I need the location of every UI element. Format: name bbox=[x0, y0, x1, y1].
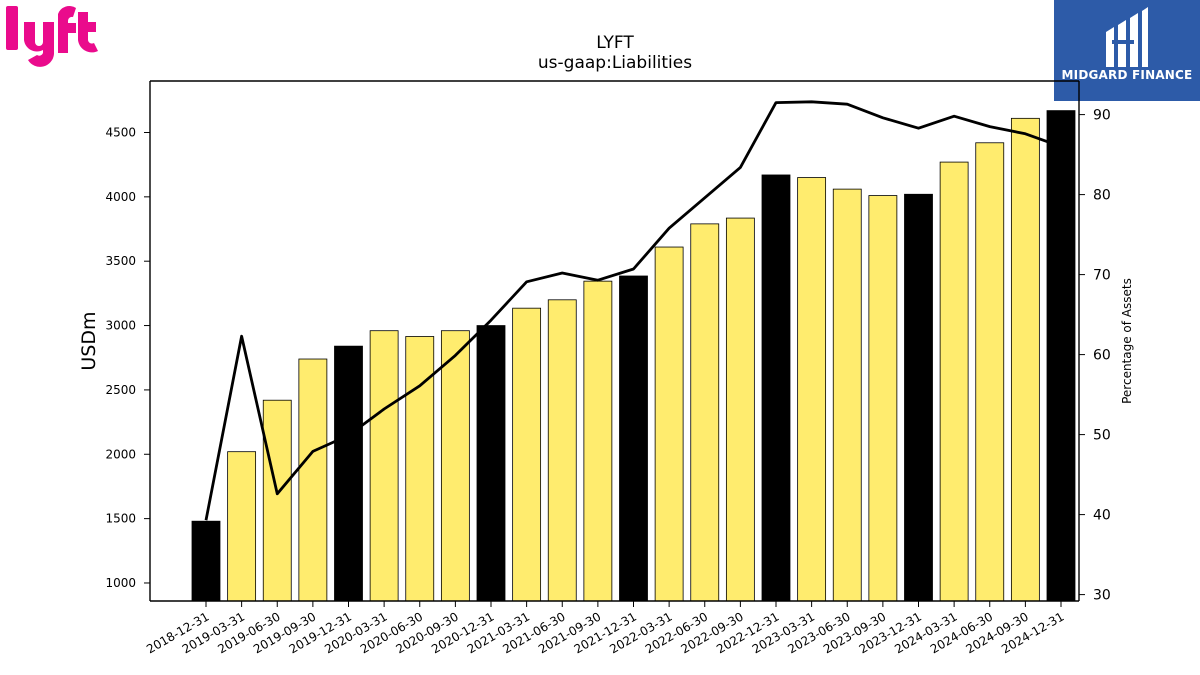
y2-axis-label: Percentage of Assets bbox=[1120, 278, 1134, 404]
bar-2021-03-31 bbox=[512, 307, 542, 602]
x-tick-label: 2020-06-30 bbox=[358, 609, 425, 656]
x-tick-label: 2019-12-31 bbox=[287, 609, 354, 656]
bar-2024-03-31 bbox=[939, 161, 969, 602]
x-tick-label: 2018-12-31 bbox=[144, 609, 211, 656]
x-tick-label: 2024-03-31 bbox=[892, 609, 959, 656]
bar-2020-06-30 bbox=[405, 336, 435, 602]
bar-2020-12-31 bbox=[476, 325, 506, 602]
y2-tick-label: 90 bbox=[1093, 108, 1111, 124]
bar-2019-06-30 bbox=[262, 399, 292, 602]
bar-2024-12-31 bbox=[1046, 110, 1076, 602]
x-tick-label: 2019-09-30 bbox=[251, 609, 318, 656]
y-tick-label: 2000 bbox=[105, 447, 136, 461]
x-tick-label: 2020-09-30 bbox=[393, 609, 460, 656]
y2-tick-label: 40 bbox=[1093, 508, 1111, 524]
bar-2022-03-31 bbox=[654, 246, 684, 602]
x-tick-label: 2022-12-31 bbox=[714, 609, 781, 656]
y-tick-label: 4000 bbox=[105, 190, 136, 204]
bar-2021-09-30 bbox=[583, 280, 613, 602]
y2-tick-label: 60 bbox=[1093, 348, 1111, 364]
y-tick-label: 1500 bbox=[105, 512, 136, 526]
bar-2024-06-30 bbox=[975, 142, 1005, 602]
x-tick-label: 2023-06-30 bbox=[785, 609, 852, 656]
bar-2019-12-31 bbox=[334, 345, 363, 602]
chart-title: LYFT bbox=[596, 33, 634, 53]
bar-2023-12-31 bbox=[904, 193, 933, 602]
midgard-finance-logo-text: MIDGARD FINANCE bbox=[1061, 68, 1193, 82]
bar-2019-03-31 bbox=[227, 451, 257, 602]
y-axis-label: USDm bbox=[78, 311, 100, 370]
bar-2022-09-30 bbox=[725, 217, 755, 602]
midgard-finance-logo: MIDGARD FINANCE bbox=[1054, 0, 1200, 101]
y-tick-label: 2500 bbox=[105, 383, 136, 397]
chart-subtitle: us-gaap:Liabilities bbox=[537, 53, 693, 73]
x-tick-label: 2022-09-30 bbox=[678, 609, 745, 656]
x-tick-label: 2023-09-30 bbox=[821, 609, 888, 656]
bar-2023-06-30 bbox=[832, 188, 862, 602]
bar-2022-12-31 bbox=[761, 174, 791, 602]
y2-tick-label: 70 bbox=[1093, 268, 1111, 284]
y2-tick-label: 80 bbox=[1093, 188, 1111, 204]
x-tick-label: 2023-03-31 bbox=[750, 609, 817, 656]
y2-tick-label: 50 bbox=[1093, 428, 1111, 444]
x-tick-label: 2021-12-31 bbox=[572, 609, 639, 656]
lyft-logo-icon bbox=[6, 5, 98, 67]
x-tick-label: 2020-03-31 bbox=[322, 609, 389, 656]
x-tick-label: 2024-06-30 bbox=[928, 609, 995, 656]
midgard-finance-logo-icon bbox=[1106, 7, 1148, 67]
bar-2023-09-30 bbox=[868, 195, 898, 602]
bar-2024-09-30 bbox=[1010, 117, 1040, 602]
x-tick-label: 2021-09-30 bbox=[536, 609, 603, 656]
y-tick-label: 1000 bbox=[105, 576, 136, 590]
bar-2022-06-30 bbox=[690, 223, 720, 602]
x-tick-label: 2024-09-30 bbox=[963, 609, 1030, 656]
x-tick-label: 2019-03-31 bbox=[180, 609, 247, 656]
bar-2021-12-31 bbox=[619, 275, 648, 602]
y-tick-label: 3000 bbox=[105, 319, 136, 333]
bar-2023-03-31 bbox=[797, 177, 827, 602]
y2-tick-label: 30 bbox=[1093, 588, 1111, 604]
x-tick-label: 2019-06-30 bbox=[215, 609, 282, 656]
percentage-of-assets-line bbox=[204, 100, 1062, 521]
bar-2021-06-30 bbox=[547, 299, 577, 602]
x-tick-label: 2021-03-31 bbox=[465, 609, 532, 656]
bar-2018-12-31 bbox=[191, 520, 221, 602]
bar-2020-03-31 bbox=[369, 330, 399, 602]
x-tick-label: 2021-06-30 bbox=[500, 609, 567, 656]
bar-2020-09-30 bbox=[440, 330, 470, 602]
x-tick-label: 2020-12-31 bbox=[429, 609, 496, 656]
y-tick-label: 3500 bbox=[105, 254, 136, 268]
y-tick-label: 4500 bbox=[105, 125, 136, 139]
x-tick-label: 2022-06-30 bbox=[643, 609, 710, 656]
x-tick-label: 2022-03-31 bbox=[607, 609, 674, 656]
bar-2019-09-30 bbox=[298, 358, 328, 602]
x-tick-label: 2023-12-31 bbox=[857, 609, 924, 656]
x-tick-label: 2024-12-31 bbox=[999, 609, 1066, 656]
